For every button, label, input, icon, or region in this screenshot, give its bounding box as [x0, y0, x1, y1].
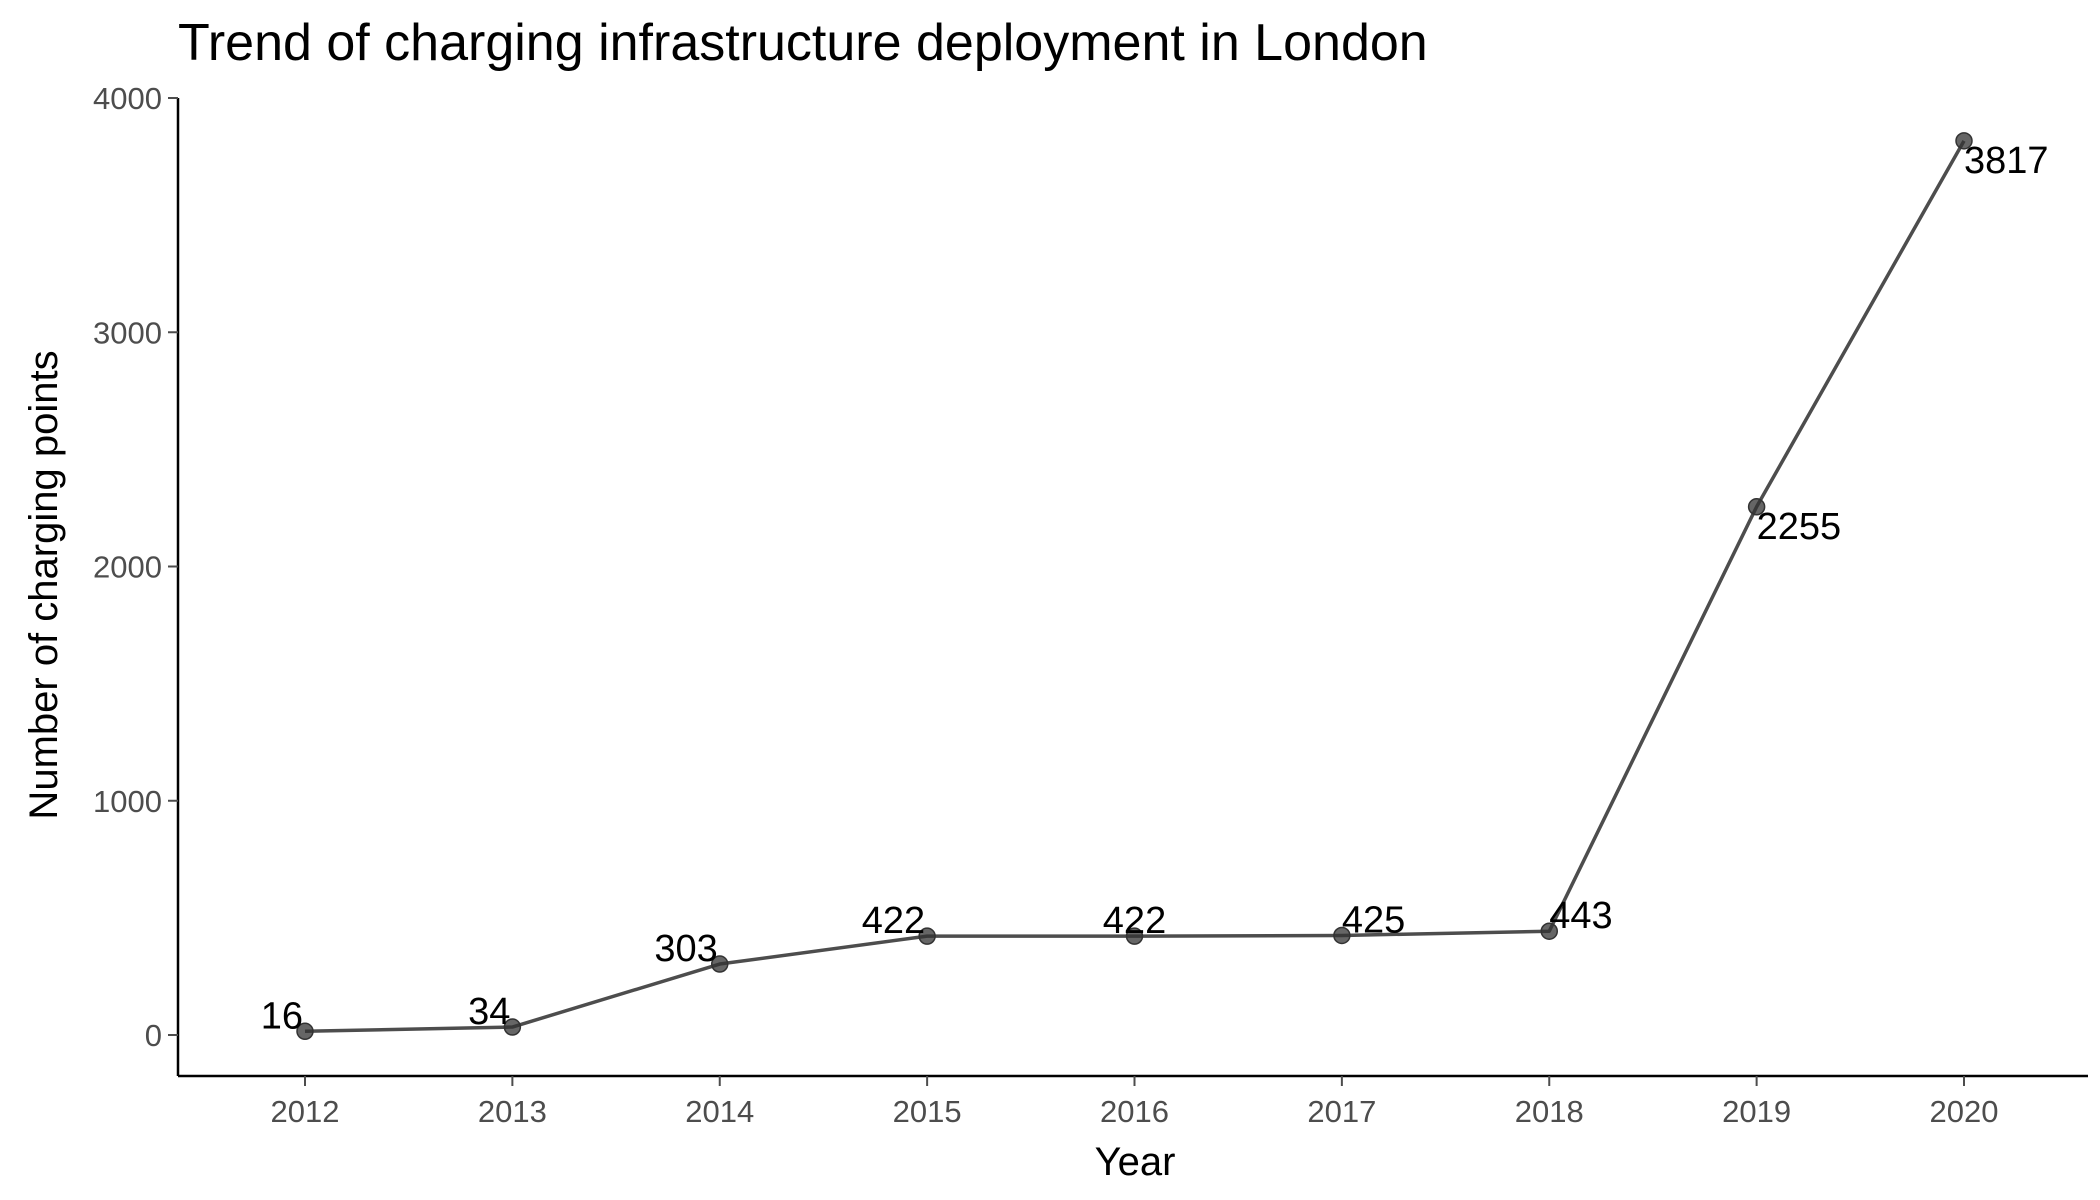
data-points	[296, 132, 1973, 1041]
data-label: 303	[654, 928, 717, 970]
x-tick-label: 2013	[478, 1094, 547, 1129]
x-tick-label: 2014	[685, 1094, 754, 1129]
x-tick-label: 2019	[1722, 1094, 1791, 1129]
data-point	[1955, 132, 1973, 150]
x-tick-label: 2020	[1930, 1094, 1999, 1129]
data-point	[1747, 498, 1766, 516]
data-point	[1125, 927, 1144, 945]
data-label: 16	[261, 995, 303, 1037]
data-point	[1333, 926, 1351, 945]
y-axis-title: Number of charging points	[22, 350, 66, 819]
y-tick-label: 3000	[93, 315, 162, 350]
x-tick-label: 2017	[1307, 1094, 1376, 1129]
data-label: 425	[1342, 899, 1405, 941]
data-label: 422	[1103, 900, 1166, 942]
data-label: 443	[1549, 895, 1612, 937]
y-tick-label: 0	[145, 1018, 162, 1053]
data-point	[1540, 922, 1558, 940]
data-label: 2255	[1757, 506, 1842, 548]
axis-ticks: 2012 2013 2014 2015 2016 2017 2018 2019 2020 0 100…	[93, 81, 1998, 1129]
x-tick-label: 2012	[271, 1094, 340, 1129]
y-tick-label: 1000	[93, 784, 162, 819]
data-point	[296, 1022, 314, 1041]
x-tick-label: 2018	[1515, 1094, 1584, 1129]
data-point	[711, 955, 729, 973]
series-line	[304, 140, 1966, 1034]
data-label: 34	[468, 991, 510, 1033]
x-tick-label: 2016	[1100, 1094, 1169, 1129]
y-tick-label: 4000	[93, 81, 162, 116]
x-axis-title: Year	[1095, 1140, 1176, 1184]
data-labels: 16 34 303 422 422 425 443 2255 3817	[261, 140, 2049, 1037]
x-tick-label: 2015	[893, 1094, 962, 1129]
data-point	[503, 1018, 522, 1036]
data-label: 3817	[1964, 140, 2049, 182]
axes	[176, 98, 2088, 1078]
series-line-layer	[304, 140, 1966, 1034]
chart-title: Trend of charging infrastructure deploym…	[178, 14, 1428, 72]
y-tick-label: 2000	[93, 550, 162, 585]
data-point	[918, 927, 936, 945]
data-label: 422	[862, 900, 925, 942]
